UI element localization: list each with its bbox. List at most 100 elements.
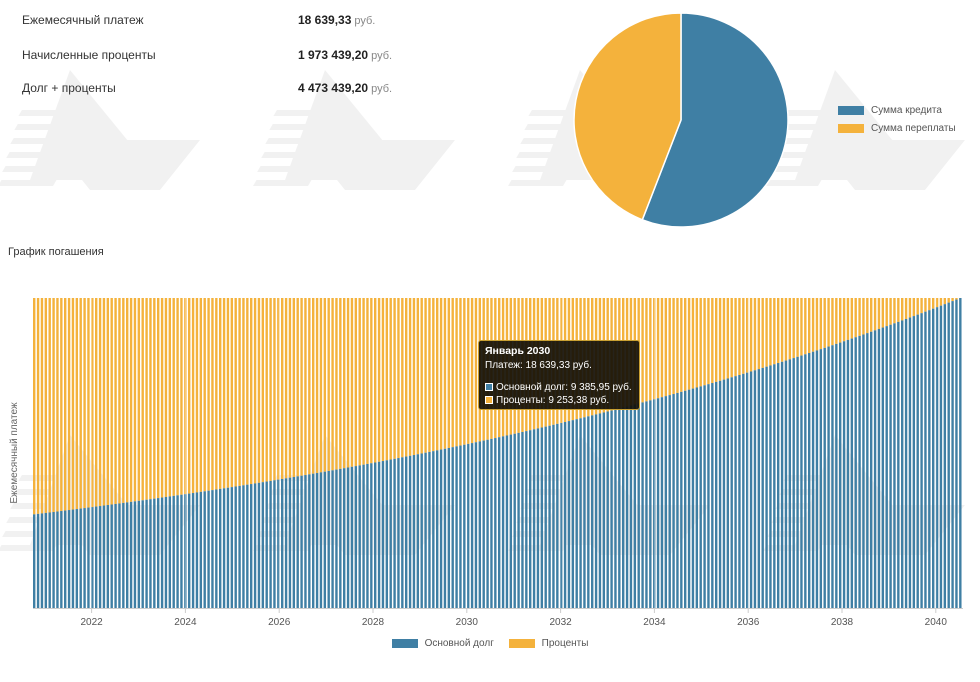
bar-principal[interactable] <box>769 365 772 608</box>
bar-principal[interactable] <box>44 512 48 608</box>
bar-principal[interactable] <box>668 395 671 608</box>
bar-interest[interactable] <box>157 298 160 499</box>
bar-principal[interactable] <box>486 439 489 608</box>
bar-principal[interactable] <box>188 493 191 608</box>
pie-slice-credit[interactable] <box>641 12 789 228</box>
bar-principal[interactable] <box>343 468 346 608</box>
bar-principal[interactable] <box>389 459 392 608</box>
bar-principal[interactable] <box>594 414 598 608</box>
bar-principal[interactable] <box>734 376 737 608</box>
bar-principal[interactable] <box>629 405 633 608</box>
bar-interest[interactable] <box>52 298 55 512</box>
bar-interest[interactable] <box>153 298 156 499</box>
bar-principal[interactable] <box>587 416 590 608</box>
bar-principal[interactable] <box>804 354 807 608</box>
bar-interest[interactable] <box>707 298 710 385</box>
bar-interest[interactable] <box>904 298 908 319</box>
bar-principal[interactable] <box>757 369 761 608</box>
bar-interest[interactable] <box>246 298 249 485</box>
bar-interest[interactable] <box>397 298 400 459</box>
bar-principal[interactable] <box>230 487 234 608</box>
bar-principal[interactable] <box>64 510 67 608</box>
bar-interest[interactable] <box>796 298 799 357</box>
bar-principal[interactable] <box>292 477 296 608</box>
bar-interest[interactable] <box>180 298 183 495</box>
bar-principal[interactable] <box>641 402 644 608</box>
bar-interest[interactable] <box>668 298 671 396</box>
bar-principal[interactable] <box>877 328 881 608</box>
bar-interest[interactable] <box>746 298 749 373</box>
bar-principal[interactable] <box>823 347 826 608</box>
bar-interest[interactable] <box>141 298 144 501</box>
bar-interest[interactable] <box>924 298 927 312</box>
bar-principal[interactable] <box>106 505 110 608</box>
bar-interest[interactable] <box>195 298 199 493</box>
bar-interest[interactable] <box>257 298 261 483</box>
bar-principal[interactable] <box>718 380 722 608</box>
bar-principal[interactable] <box>366 463 369 608</box>
bar-principal[interactable] <box>846 339 850 608</box>
bar-interest[interactable] <box>753 298 757 371</box>
bar-interest[interactable] <box>122 298 125 503</box>
bar-interest[interactable] <box>292 298 296 478</box>
bar-interest[interactable] <box>800 298 803 356</box>
bar-interest[interactable] <box>64 298 67 511</box>
bar-principal[interactable] <box>695 387 699 608</box>
bar-interest[interactable] <box>955 298 958 300</box>
bar-principal[interactable] <box>575 419 578 608</box>
bar-principal[interactable] <box>738 375 741 608</box>
bar-interest[interactable] <box>412 298 416 456</box>
bar-interest[interactable] <box>777 298 780 364</box>
bar-principal[interactable] <box>168 496 172 608</box>
bar-interest[interactable] <box>467 298 470 444</box>
bar-principal[interactable] <box>428 451 431 608</box>
bar-principal[interactable] <box>831 345 834 608</box>
bar-principal[interactable] <box>195 492 199 608</box>
bar-principal[interactable] <box>114 503 117 608</box>
bar-principal[interactable] <box>95 506 98 608</box>
bar-principal[interactable] <box>455 446 458 608</box>
bar-principal[interactable] <box>71 509 75 608</box>
bar-principal[interactable] <box>346 467 350 608</box>
bar-principal[interactable] <box>420 453 423 608</box>
bar-interest[interactable] <box>463 298 466 445</box>
bar-interest[interactable] <box>804 298 807 355</box>
bar-interest[interactable] <box>137 298 141 501</box>
bar-interest[interactable] <box>110 298 113 505</box>
bar-principal[interactable] <box>579 418 582 608</box>
bar-interest[interactable] <box>474 298 478 443</box>
bar-interest[interactable] <box>951 298 954 302</box>
bar-principal[interactable] <box>451 447 454 608</box>
bar-interest[interactable] <box>649 298 652 401</box>
bar-principal[interactable] <box>265 481 268 608</box>
bar-principal[interactable] <box>215 489 218 608</box>
bar-interest[interactable] <box>106 298 110 506</box>
bar-principal[interactable] <box>563 422 567 608</box>
bar-interest[interactable] <box>416 298 420 455</box>
bar-principal[interactable] <box>269 480 272 608</box>
bar-principal[interactable] <box>199 491 203 608</box>
bar-principal[interactable] <box>529 430 532 608</box>
bar-principal[interactable] <box>939 305 943 608</box>
bar-interest[interactable] <box>300 298 303 476</box>
bar-interest[interactable] <box>315 298 319 474</box>
bar-interest[interactable] <box>470 298 474 444</box>
bar-interest[interactable] <box>846 298 850 340</box>
bar-interest[interactable] <box>738 298 741 375</box>
bar-principal[interactable] <box>246 484 249 608</box>
bar-interest[interactable] <box>211 298 214 491</box>
bar-principal[interactable] <box>509 434 513 608</box>
bar-principal[interactable] <box>660 397 664 608</box>
bar-principal[interactable] <box>494 438 497 608</box>
bar-principal[interactable] <box>288 477 292 608</box>
bar-principal[interactable] <box>273 480 276 608</box>
bar-interest[interactable] <box>873 298 877 331</box>
bar-principal[interactable] <box>622 407 625 608</box>
bar-interest[interactable] <box>126 298 129 503</box>
bar-interest[interactable] <box>366 298 369 464</box>
bar-principal[interactable] <box>67 510 71 608</box>
bar-interest[interactable] <box>226 298 230 488</box>
bar-principal[interactable] <box>951 301 954 608</box>
bar-interest[interactable] <box>893 298 896 324</box>
bar-interest[interactable] <box>238 298 241 486</box>
